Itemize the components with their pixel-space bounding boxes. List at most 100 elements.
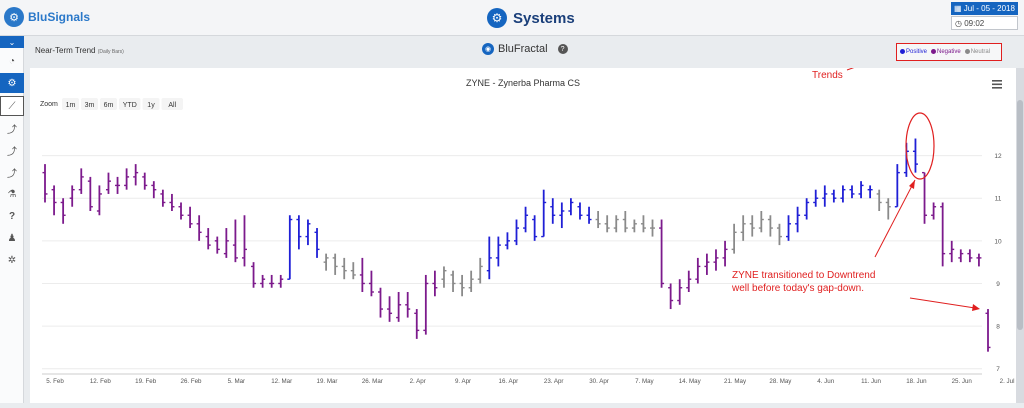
ohlc-bar bbox=[586, 206, 592, 224]
zoom-button-3m[interactable] bbox=[81, 98, 98, 110]
ohlc-bar bbox=[940, 202, 946, 267]
zoom-button-label: 6m bbox=[104, 102, 114, 109]
ohlc-bar bbox=[387, 296, 393, 322]
help-question-icon[interactable]: ? bbox=[8, 210, 16, 222]
app-logo[interactable]: ⚙ BluSignals bbox=[4, 7, 90, 27]
x-tick-label: 18. Jun bbox=[906, 378, 927, 385]
negative-dot-icon bbox=[931, 48, 937, 54]
ohlc-bar bbox=[269, 274, 275, 288]
ohlc-bar bbox=[332, 253, 338, 275]
user-icon[interactable]: ♟ bbox=[7, 232, 17, 244]
x-tick-label: 28. May bbox=[769, 378, 792, 385]
ohlc-bar bbox=[441, 266, 447, 288]
y-tick-label: 11 bbox=[995, 196, 1002, 203]
x-tick-label: 30. Apr bbox=[589, 378, 609, 385]
ohlc-bar bbox=[813, 189, 819, 207]
sidebar: ⌄ ◔ ⚙ ⟋ ⤴ ⤴ ⤴ ⚗ ? ♟ ✲ bbox=[0, 36, 24, 403]
x-tick-label: 25. Jun bbox=[952, 378, 973, 385]
ohlc-bar bbox=[532, 215, 538, 241]
ohlc-bar bbox=[985, 309, 991, 352]
chart-compare-icon[interactable]: ⤴ bbox=[7, 146, 17, 158]
ohlc-bar bbox=[740, 215, 746, 241]
settings-gear-icon[interactable]: ✲ bbox=[7, 254, 17, 266]
ohlc-bar bbox=[622, 211, 628, 233]
ohlc-bar bbox=[695, 257, 701, 284]
ohlc-bar bbox=[840, 185, 846, 203]
zoom-button-label: All bbox=[168, 102, 176, 109]
ohlc-bar bbox=[758, 211, 764, 233]
systems-gears-icon[interactable]: ⚙ bbox=[0, 73, 24, 93]
logo-text: BluSignals bbox=[28, 10, 91, 24]
ohlc-bar bbox=[595, 211, 601, 229]
ohlc-bar bbox=[78, 168, 84, 194]
trend-legend: Positive Negative Neutral bbox=[896, 43, 1002, 61]
legend-neutral-label: Neutral bbox=[970, 49, 991, 56]
zoom-button-label: 1m bbox=[66, 102, 76, 109]
neutral-dot-icon bbox=[964, 48, 970, 54]
blufractal-logo-icon: ◉ bbox=[482, 43, 494, 55]
annotations: Trends ZYNE transitioned to Downtrend we… bbox=[731, 53, 980, 311]
arrowhead bbox=[972, 304, 980, 311]
ohlc-bar bbox=[967, 249, 973, 263]
ohlc-bar bbox=[559, 202, 565, 229]
ohlc-bar bbox=[305, 219, 311, 246]
ohlc-bar bbox=[541, 189, 547, 238]
x-tick-label: 5. Mar bbox=[228, 378, 246, 385]
zoom-button-6m[interactable] bbox=[100, 98, 117, 110]
x-tick-label: 26. Feb bbox=[181, 378, 203, 385]
ohlc-bar bbox=[786, 215, 792, 241]
lab-flask-icon[interactable]: ⚗ bbox=[7, 188, 17, 200]
ohlc-bar bbox=[87, 176, 93, 211]
x-tick-label: 21. May bbox=[724, 378, 747, 385]
ohlc-bar bbox=[795, 206, 801, 233]
grid bbox=[42, 155, 982, 370]
ohlc-bar bbox=[69, 185, 75, 207]
ohlc-bar bbox=[749, 215, 755, 237]
ohlc-bar bbox=[894, 164, 900, 208]
ohlc-bar bbox=[405, 292, 411, 318]
sidebar-collapse-chevron-icon[interactable]: ⌄ bbox=[0, 36, 24, 48]
ohlc-bar bbox=[341, 257, 347, 280]
ohlc-bar bbox=[241, 215, 247, 267]
chart-signal-icon[interactable]: ⤴ bbox=[7, 168, 17, 180]
zoom-button-label: 3m bbox=[85, 102, 95, 109]
zoom-button-1m[interactable] bbox=[62, 98, 79, 110]
x-tick-label: 7. May bbox=[635, 378, 654, 385]
x-tick-label: 12. Mar bbox=[271, 378, 292, 385]
scrollbar-thumb[interactable] bbox=[1017, 100, 1023, 330]
ohlc-bar bbox=[568, 198, 574, 216]
dashboard-gauge-icon[interactable]: ◔ bbox=[8, 55, 16, 67]
ohlc-bar bbox=[459, 274, 465, 297]
logo-icon: ⚙ bbox=[4, 7, 24, 27]
ohlc-bar bbox=[776, 223, 782, 246]
ohlc-bar bbox=[314, 228, 320, 258]
legend-positive-label: Positive bbox=[906, 49, 928, 56]
ohlc-bar bbox=[767, 215, 773, 237]
ohlc-bar bbox=[849, 185, 855, 199]
chart-trend-icon[interactable]: ⟋ bbox=[0, 96, 24, 116]
x-tick-label: 11. Jun bbox=[861, 378, 881, 385]
ohlc-bar bbox=[613, 215, 619, 233]
zoom-button-ytd[interactable] bbox=[119, 98, 141, 110]
zoom-button-all[interactable] bbox=[161, 98, 184, 110]
ohlc-bar bbox=[858, 181, 864, 199]
ohlc-bar bbox=[296, 215, 302, 250]
ohlc-bar bbox=[876, 189, 882, 211]
chart-menu-icon[interactable] bbox=[992, 80, 1002, 89]
ohlc-bar bbox=[359, 257, 365, 292]
ohlc-bar bbox=[486, 236, 492, 280]
legend-negative-label: Negative bbox=[937, 49, 961, 56]
ohlc-bar bbox=[931, 202, 937, 220]
date-picker[interactable]: ▦ Jul - 05 - 2018 bbox=[951, 2, 1018, 15]
chart-up-icon[interactable]: ⤴ bbox=[7, 124, 17, 136]
ohlc-bar bbox=[604, 215, 610, 233]
x-tick-label: 9. Apr bbox=[455, 378, 471, 385]
panel-subtitle: (Daily Bars) bbox=[97, 49, 124, 55]
help-icon[interactable]: ? bbox=[557, 44, 568, 54]
highlight-ellipse bbox=[905, 112, 935, 180]
ohlc-bar bbox=[368, 270, 374, 297]
panel-title-text: Near-Term Trend bbox=[35, 46, 96, 55]
zoom-label: Zoom bbox=[40, 101, 58, 108]
zoom-button-1y[interactable] bbox=[142, 98, 160, 110]
x-axis: 5. Feb 12. Feb 19. Feb 26. Feb 5. Mar 12. Mar… bbox=[42, 373, 1014, 385]
